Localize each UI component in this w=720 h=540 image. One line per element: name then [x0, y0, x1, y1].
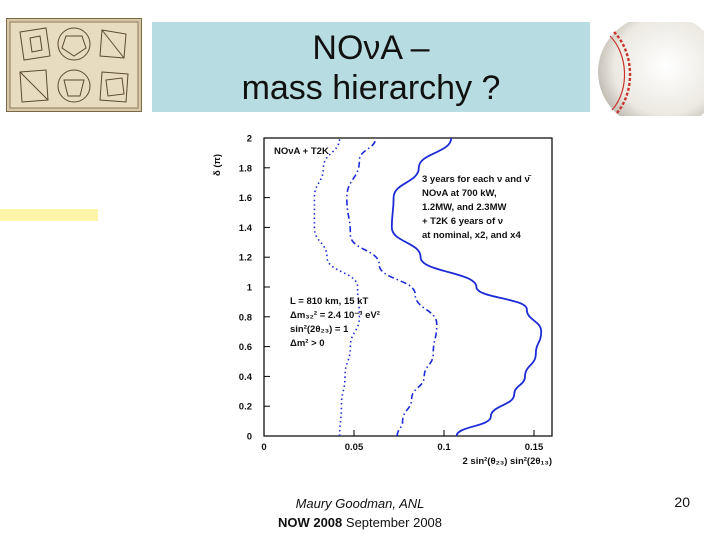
annotation-mid-line: L = 810 km, 15 kT — [290, 296, 368, 307]
y-axis-label: δ (π) — [212, 154, 223, 176]
x-tick-label: 0.15 — [525, 442, 544, 453]
contour-line-solid — [390, 137, 543, 437]
highlight-bar — [0, 209, 98, 221]
x-axis-label: 2 sin²(θ₂₃) sin²(2θ₁₃) — [463, 456, 553, 467]
y-tick-label: 0.6 — [239, 342, 252, 353]
contour-curves — [313, 137, 543, 437]
y-tick-label: 0.8 — [239, 312, 252, 323]
annotation-mid-line: Δm₃₂² = 2.4 10⁻³ eV² — [290, 310, 380, 321]
annotation-top-line: 1.2MW, and 2.3MW — [422, 202, 506, 213]
polyhedra-engraving-image — [6, 18, 142, 112]
contour-line-dashdot — [345, 137, 438, 437]
y-tick-label: 1.8 — [239, 163, 252, 174]
y-tick-label: 1 — [247, 283, 253, 294]
legend-label: NOνA + T2K — [274, 146, 329, 157]
annotation-top-line: + T2K 6 years of ν — [422, 216, 503, 227]
y-tick-label: 1.2 — [239, 253, 252, 264]
annotation-mid-line: sin²(2θ₂₃) = 1 — [290, 324, 349, 335]
chart: 0 0.2 0.4 0.6 0.8 1 1.2 1.4 1.6 1.8 2 0 0.05 0.1 0.15… — [206, 128, 562, 476]
footer-conference-date: September 2008 — [342, 515, 443, 530]
footer-conference-name: NOW 2008 — [277, 515, 343, 530]
x-tick-label: 0.05 — [345, 442, 364, 453]
y-tick-label: 1.4 — [239, 223, 253, 234]
annotation-mid-line: Δm² > 0 — [290, 338, 325, 349]
slide-title-line-2: mass hierarchy ? — [241, 69, 501, 107]
annotation-mid: L = 810 km, 15 kT Δm₃₂² = 2.4 10⁻³ eV² s… — [290, 296, 380, 349]
footer-author: Maury Goodman, ANL — [295, 496, 425, 511]
x-axis-ticks: 0 0.05 0.1 0.15 — [261, 430, 544, 453]
slide-title-box: NOνA – mass hierarchy ? — [152, 22, 590, 112]
y-tick-label: 0.2 — [239, 402, 252, 413]
y-tick-label: 2 — [247, 134, 252, 145]
footer-conference: NOW 2008 September 2008 — [240, 513, 480, 532]
y-tick-label: 0.4 — [239, 372, 253, 383]
annotation-top-line: NOνA at 700 kW, — [422, 188, 497, 199]
y-tick-label: 0 — [247, 432, 252, 443]
annotation-top-line: at nominal, x2, and x4 — [422, 230, 521, 241]
x-tick-label: 0 — [261, 442, 266, 453]
contour-line-dotted — [313, 137, 361, 437]
x-tick-label: 0.1 — [437, 442, 451, 453]
y-tick-label: 1.6 — [239, 193, 252, 204]
annotation-top: 3 years for each ν and ν̄ NOνA at 700 kW… — [422, 174, 532, 241]
slide-footer: Maury Goodman, ANL NOW 2008 September 20… — [240, 494, 480, 532]
y-axis-ticks: 0 0.2 0.4 0.6 0.8 1 1.2 1.4 1.6 1.8 2 — [239, 134, 270, 443]
annotation-top-line: 3 years for each ν and ν̄ — [422, 174, 532, 185]
slide-title-line-1: NOνA – — [312, 29, 430, 67]
baseball-image — [598, 22, 704, 116]
page-number: 20 — [674, 494, 690, 510]
